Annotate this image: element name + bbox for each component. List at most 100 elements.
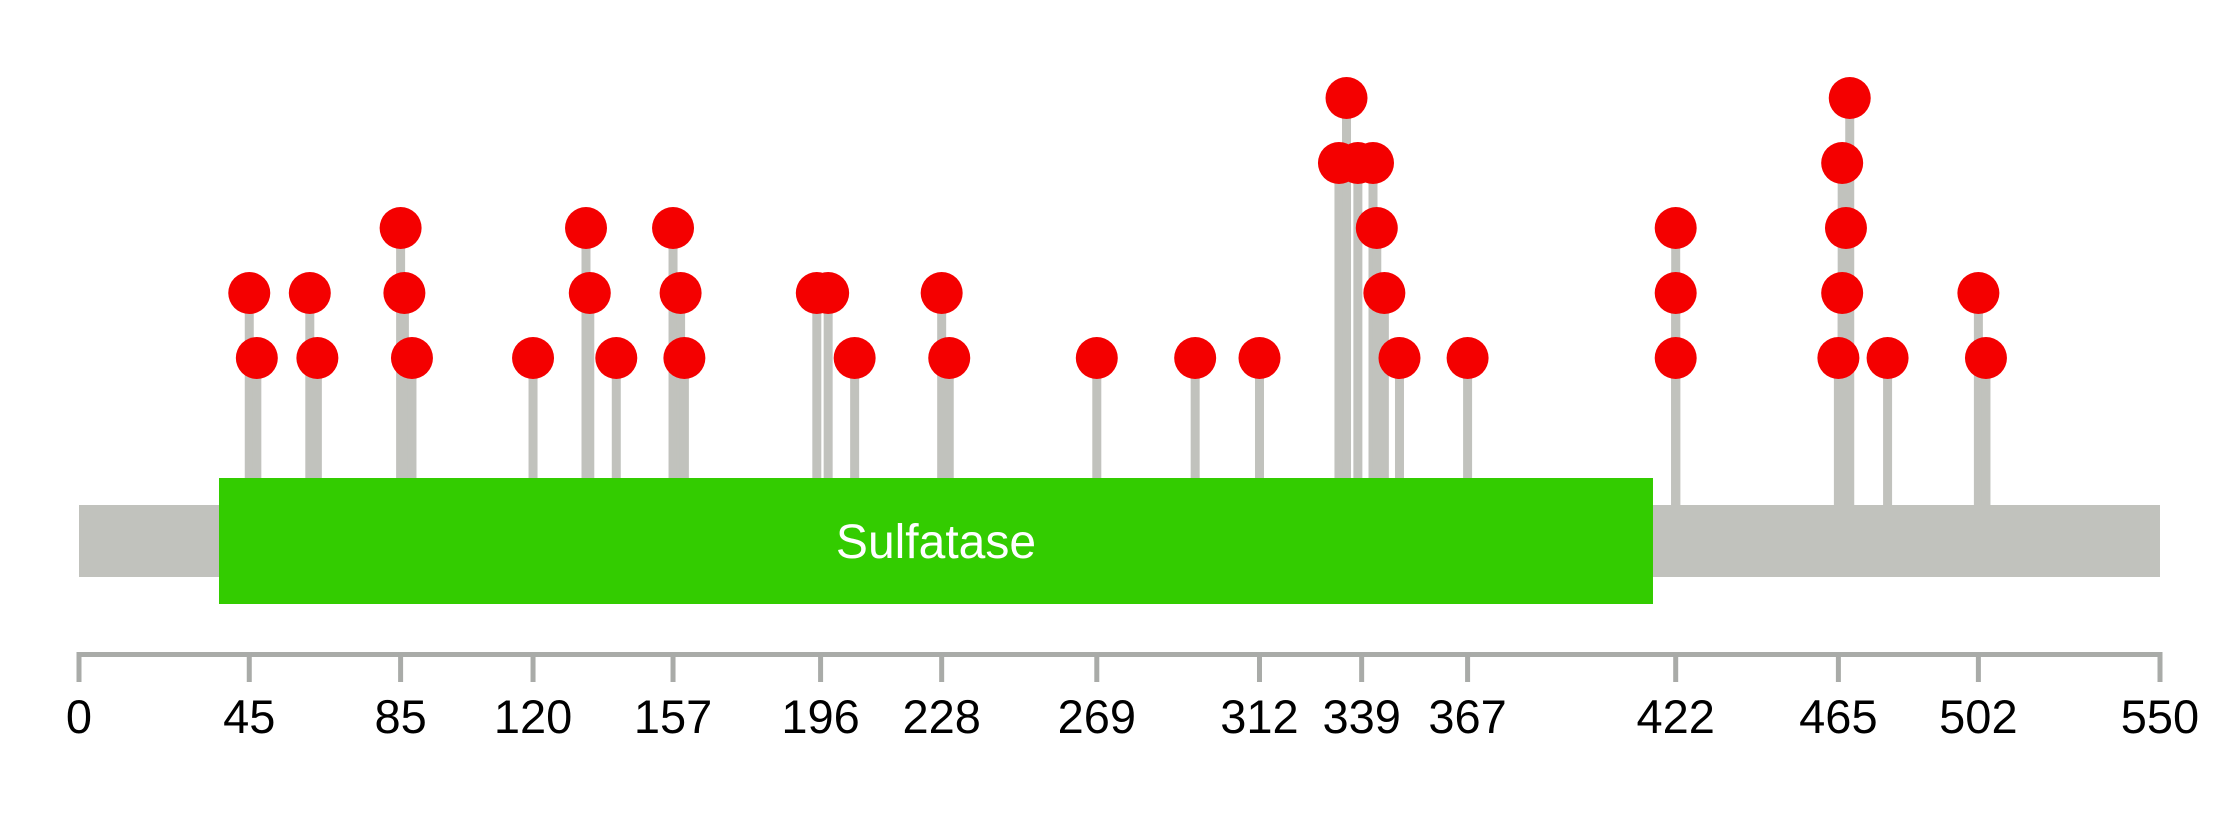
mutation-circle: [288, 272, 331, 314]
mutation-circle: [833, 337, 876, 379]
axis-tick-label: 312: [1220, 690, 1298, 743]
mutation-stem: [244, 293, 254, 542]
mutation-stem: [1334, 163, 1344, 542]
mutation-stem: [407, 358, 417, 542]
mutation-circle: [659, 272, 702, 314]
mutation-stem: [305, 293, 315, 542]
mutation-circle: [1957, 272, 2000, 314]
mutation-circle: [379, 207, 422, 249]
mutation-circle: [928, 337, 971, 379]
mutation-circle: [1654, 207, 1697, 249]
axis-tick-label: 157: [634, 690, 712, 743]
axis-tick: [1673, 652, 1679, 682]
mutation-stem: [611, 358, 621, 542]
mutation-stem: [1372, 228, 1382, 542]
mutation-stem: [937, 293, 947, 542]
mutation-circle: [228, 272, 271, 314]
circles-layer: [228, 77, 2007, 379]
mutation-circle: [1821, 272, 1864, 314]
mutation-stem: [1394, 358, 1404, 542]
axis-layer: 0 45 85 120 157 196 228 269 312 339 367 422 465 502 55…: [66, 652, 2199, 743]
mutation-circle: [296, 337, 339, 379]
mutation-circle: [390, 337, 433, 379]
mutation-stem: [823, 293, 833, 542]
domain-layer: [218, 478, 1653, 604]
mutation-stem: [1092, 358, 1102, 542]
axis-tick: [818, 652, 824, 682]
mutation-stem: [1353, 163, 1363, 542]
axis-tick: [76, 652, 82, 682]
mutation-circle: [1654, 272, 1697, 314]
mutation-circle: [1828, 77, 1871, 119]
mutation-stem: [1973, 293, 1983, 542]
axis-tick: [1465, 652, 1471, 682]
mutation-circle: [1325, 77, 1368, 119]
mutation-circle: [663, 337, 706, 379]
axis-tick-label: 269: [1058, 690, 1136, 743]
mutation-circle: [1378, 337, 1421, 379]
mutation-stem: [1342, 98, 1352, 542]
axis-tick: [1975, 652, 1981, 682]
axis-tick-label: 502: [1939, 690, 2017, 743]
mutation-stem: [399, 293, 409, 542]
axis-tick: [2157, 652, 2163, 682]
axis-tick: [1359, 652, 1365, 682]
mutation-stem: [1463, 358, 1473, 542]
mutation-stem: [668, 228, 678, 542]
mutation-stem: [944, 358, 954, 542]
mutation-stem: [1883, 358, 1893, 542]
mutation-circle: [1446, 337, 1489, 379]
mutation-circle: [652, 207, 695, 249]
mutation-circle: [1821, 142, 1864, 184]
mutation-stem: [528, 358, 538, 542]
mutation-circle: [565, 207, 608, 249]
mutation-stem: [1190, 358, 1200, 542]
axis-tick-label: 339: [1322, 690, 1400, 743]
axis-tick: [530, 652, 536, 682]
mutation-circle: [1352, 142, 1395, 184]
axis-tick-label: 120: [494, 690, 572, 743]
domain-label: Sulfatase: [836, 516, 1036, 569]
mutation-circle: [1654, 337, 1697, 379]
axis-tick: [246, 652, 252, 682]
mutation-circle: [1174, 337, 1217, 379]
axis-tick-label: 465: [1799, 690, 1877, 743]
axis-line: [77, 652, 2162, 657]
axis-tick-label: 45: [223, 690, 275, 743]
axis-tick-label: 0: [66, 690, 92, 743]
axis-tick-label: 196: [781, 690, 859, 743]
axis-tick-label: 85: [374, 690, 426, 743]
axis-tick-label: 422: [1636, 690, 1714, 743]
mutation-circle: [1964, 337, 2007, 379]
mutation-stem: [1671, 358, 1681, 542]
mutation-circle: [1355, 207, 1398, 249]
axis-tick-label: 367: [1428, 690, 1506, 743]
mutation-circle: [235, 337, 278, 379]
axis-tick: [1094, 652, 1100, 682]
axis-tick: [1256, 652, 1262, 682]
mutation-circle: [920, 272, 963, 314]
mutation-circle: [568, 272, 611, 314]
domain-box: [218, 478, 1653, 604]
mutation-stem: [850, 358, 860, 542]
mutation-circle: [512, 337, 555, 379]
mutation-stem: [1845, 98, 1855, 542]
mutation-circle: [1075, 337, 1118, 379]
mutation-circle: [383, 272, 426, 314]
mutation-stem: [252, 358, 262, 542]
axis-tick: [1835, 652, 1841, 682]
axis-tick-label: 228: [902, 690, 980, 743]
mutation-stem: [312, 358, 322, 542]
mutation-stem: [1379, 293, 1389, 542]
mutation-circle: [595, 337, 638, 379]
mutation-circle: [1866, 337, 1909, 379]
mutation-circle: [1238, 337, 1281, 379]
mutation-circle: [1363, 272, 1406, 314]
mutation-circle: [807, 272, 850, 314]
axis-tick: [939, 652, 945, 682]
axis-tick: [398, 652, 404, 682]
mutation-stem: [1254, 358, 1264, 542]
mutation-stem: [679, 358, 689, 542]
